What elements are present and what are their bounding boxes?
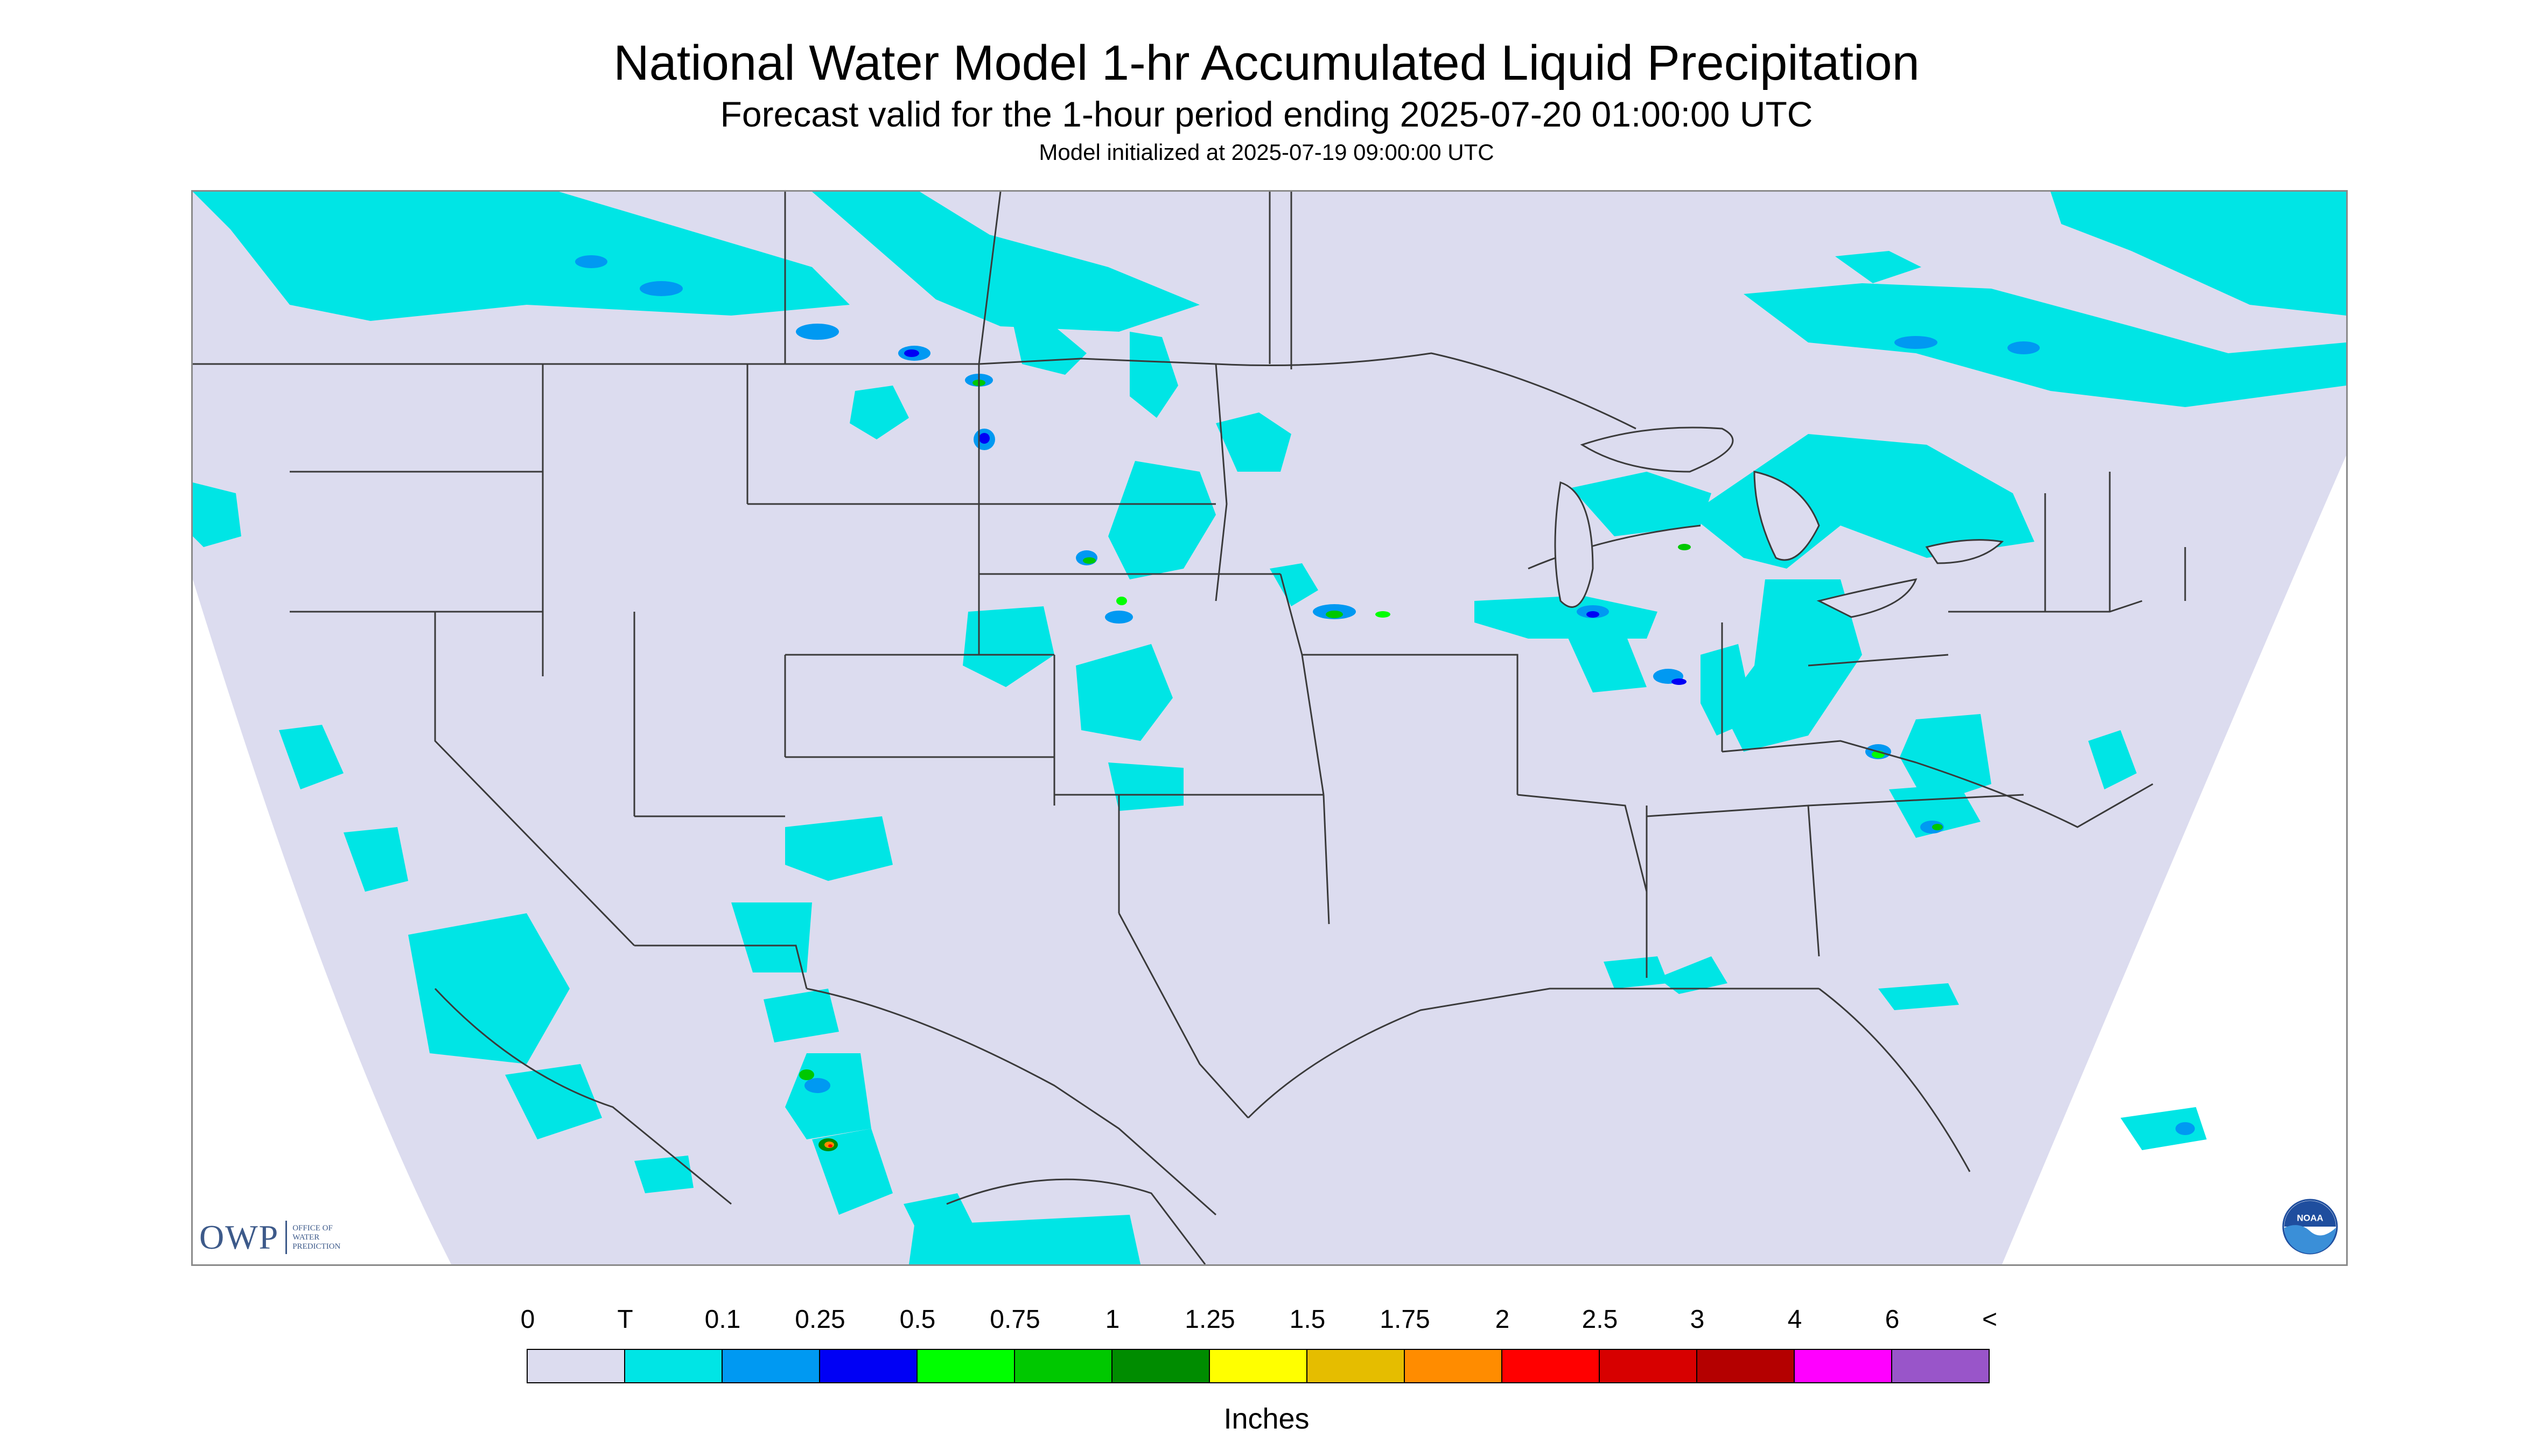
- legend-label: T: [617, 1305, 633, 1334]
- legend-swatch: [527, 1349, 625, 1383]
- legend-label: 3: [1690, 1305, 1705, 1334]
- legend-label: 2.5: [1582, 1305, 1618, 1334]
- legend-swatch: [1404, 1349, 1502, 1383]
- legend-label: 1.75: [1380, 1305, 1430, 1334]
- legend-swatch: [1599, 1349, 1697, 1383]
- legend-label: 0: [520, 1305, 535, 1334]
- legend-label: 6: [1885, 1305, 1900, 1334]
- legend-swatch: [1306, 1349, 1405, 1383]
- legend-swatch: [1891, 1349, 1990, 1383]
- legend-swatch: [1209, 1349, 1307, 1383]
- map-title: National Water Model 1-hr Accumulated Li…: [613, 36, 1920, 90]
- owp-logo-text: OFFICE OF WATER PREDICTION: [292, 1223, 341, 1251]
- boundary-lines: [193, 192, 2186, 1264]
- legend-swatch: [1014, 1349, 1112, 1383]
- legend-label: <: [1982, 1305, 1998, 1334]
- legend-swatch: [819, 1349, 918, 1383]
- legend-label: 1.25: [1185, 1305, 1235, 1334]
- legend-label: 0.1: [704, 1305, 741, 1334]
- legend-label: 1.5: [1289, 1305, 1326, 1334]
- legend-label: 0.75: [990, 1305, 1040, 1334]
- model-init-text: Model initialized at 2025-07-19 09:00:00…: [1039, 139, 1494, 165]
- legend-swatch: [624, 1349, 723, 1383]
- owp-logo: OWP OFFICE OF WATER PREDICTION: [199, 1216, 368, 1259]
- legend-swatch: [1111, 1349, 1210, 1383]
- great-lakes: [1554, 426, 2004, 618]
- legend-colorbar: [527, 1349, 1990, 1383]
- precip-heavy-cores: [799, 349, 1943, 1151]
- legend-label: 4: [1787, 1305, 1802, 1334]
- legend-swatch: [1501, 1349, 1600, 1383]
- legend-swatch: [1696, 1349, 1795, 1383]
- svg-text:NOAA: NOAA: [2297, 1213, 2324, 1223]
- legend-label: 0.25: [795, 1305, 845, 1334]
- map-subtitle: Forecast valid for the 1-hour period end…: [720, 94, 1813, 134]
- map-canvas: [193, 192, 2346, 1264]
- noaa-logo: NOAA: [2282, 1199, 2338, 1255]
- precipitation-map[interactable]: [191, 190, 2348, 1266]
- legend-swatch: [722, 1349, 820, 1383]
- legend-swatch: [916, 1349, 1015, 1383]
- legend-unit: Inches: [1223, 1403, 1310, 1435]
- legend-label: 0.5: [899, 1305, 936, 1334]
- legend-label: 2: [1495, 1305, 1510, 1334]
- owp-logo-separator: [285, 1221, 288, 1254]
- owp-logo-mark: OWP: [199, 1218, 279, 1256]
- legend-swatch: [1794, 1349, 1892, 1383]
- legend-label: 1: [1105, 1305, 1120, 1334]
